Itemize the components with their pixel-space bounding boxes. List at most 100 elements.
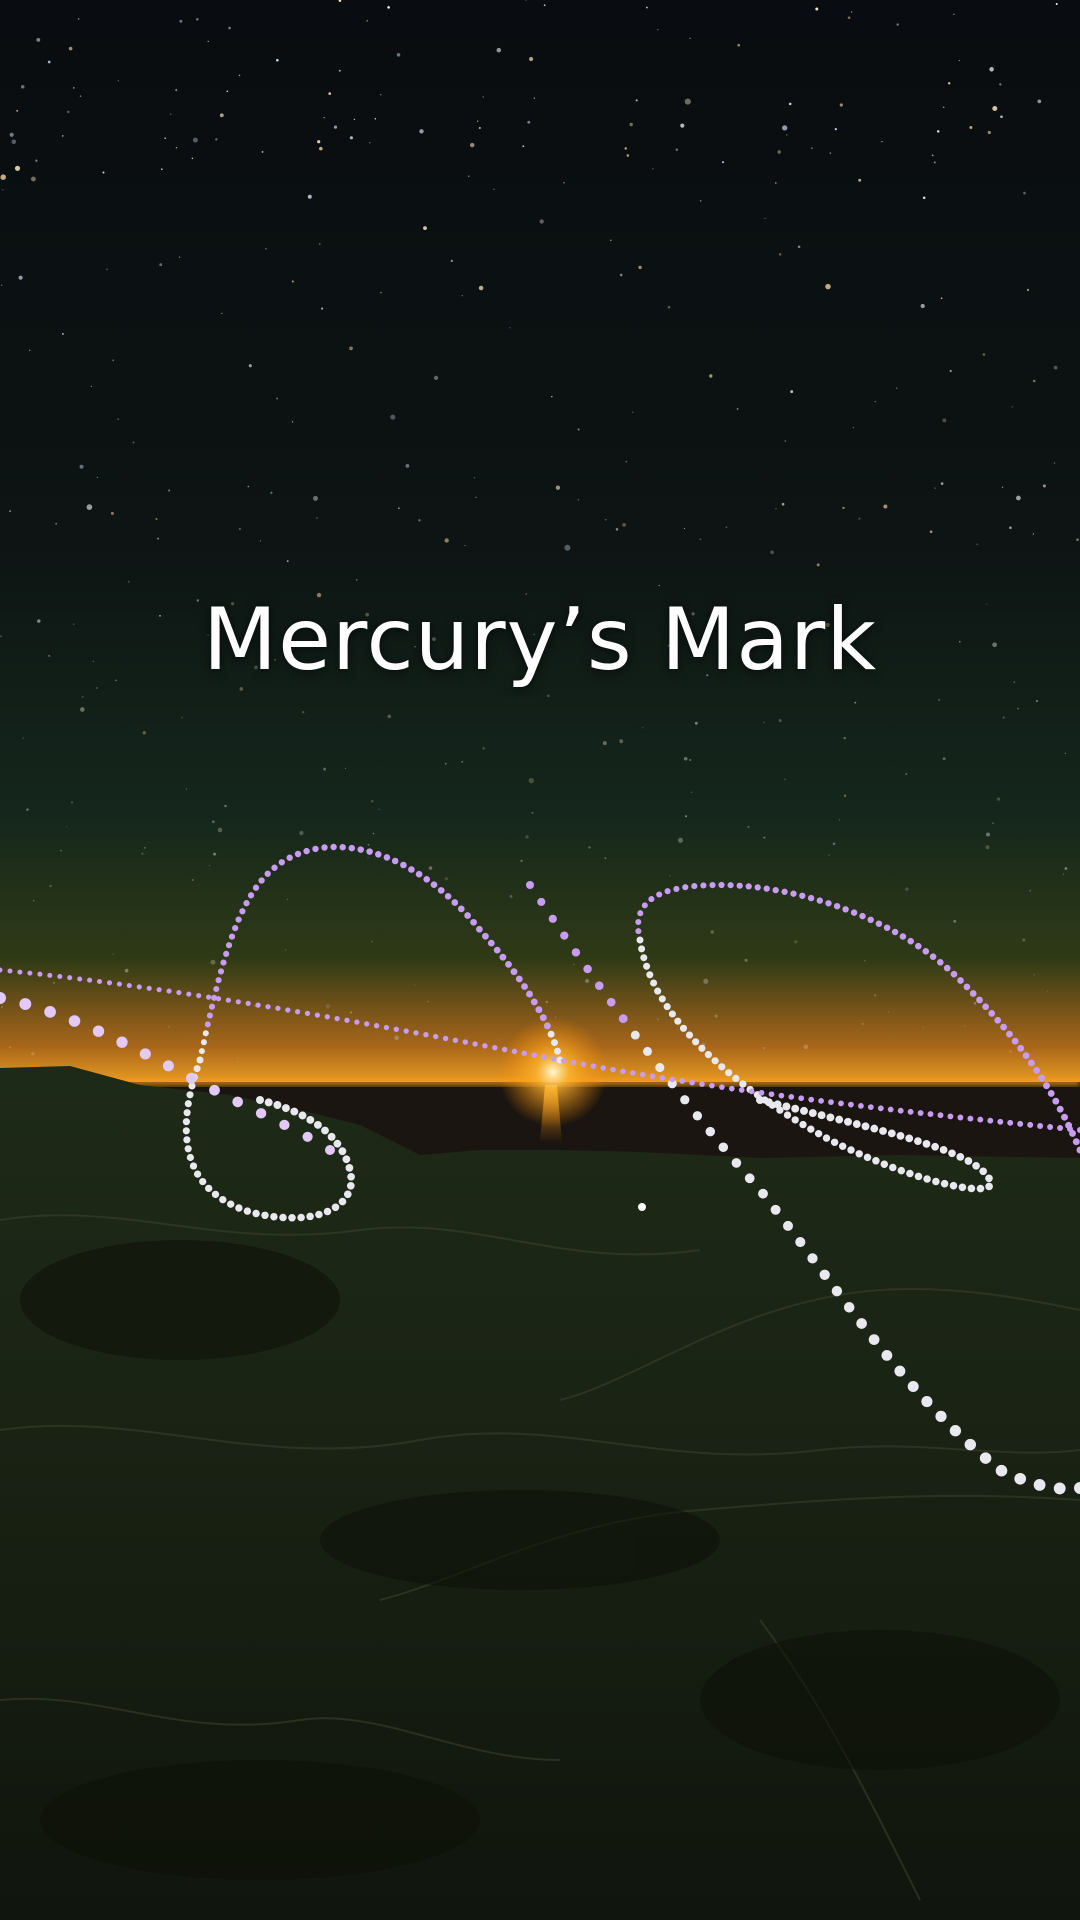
- star: [349, 1011, 353, 1014]
- trail-dot: [580, 1061, 587, 1068]
- trail-dot: [547, 1030, 555, 1038]
- star: [79, 464, 84, 469]
- star: [207, 634, 209, 636]
- star: [1064, 867, 1068, 870]
- trail-dot: [225, 997, 232, 1003]
- trail-dot: [875, 920, 883, 927]
- star: [638, 265, 642, 270]
- trail-dot: [758, 1089, 765, 1096]
- trail-dot: [306, 1212, 314, 1221]
- trail-dot: [1056, 1105, 1064, 1113]
- star: [953, 13, 955, 15]
- trail-dot: [668, 1010, 676, 1018]
- star: [77, 18, 80, 20]
- trail-dot: [526, 881, 534, 889]
- star: [473, 477, 476, 479]
- star: [870, 910, 872, 912]
- trail-dot: [541, 1054, 547, 1060]
- trail-dot: [773, 1100, 782, 1109]
- trail-dot: [595, 981, 604, 990]
- trail-dot: [914, 1137, 922, 1145]
- star: [815, 7, 819, 11]
- star: [26, 808, 29, 811]
- star: [604, 857, 607, 860]
- star: [931, 154, 934, 157]
- trail-dot: [867, 916, 874, 924]
- star: [96, 476, 99, 479]
- trail-dot: [271, 864, 278, 871]
- trail-dot: [235, 916, 242, 923]
- star: [115, 679, 117, 682]
- trail-dot: [669, 1076, 676, 1083]
- star: [905, 887, 909, 891]
- trail-dot: [348, 844, 356, 852]
- trail-dot: [877, 1105, 884, 1112]
- star: [259, 540, 262, 542]
- trail-dot: [1052, 1097, 1060, 1105]
- trail-dot: [294, 1009, 301, 1015]
- trail-dot: [333, 1139, 342, 1148]
- star: [763, 836, 766, 839]
- star: [531, 811, 534, 814]
- star: [394, 1035, 399, 1040]
- star: [365, 612, 370, 617]
- trail-dot: [838, 1142, 847, 1150]
- trail-dot: [791, 1116, 799, 1124]
- trail-dot: [922, 948, 930, 955]
- star: [1042, 484, 1046, 488]
- trail-dot: [732, 1074, 740, 1083]
- star: [478, 285, 484, 291]
- trail-dot: [799, 892, 806, 899]
- star: [770, 550, 774, 555]
- star: [398, 507, 400, 510]
- trail-dot: [554, 1047, 561, 1055]
- star: [525, 0, 527, 1]
- star: [349, 346, 353, 351]
- trail-dot: [87, 977, 93, 983]
- star: [842, 506, 845, 510]
- trail-dot: [1007, 1119, 1014, 1126]
- venus-analemma-lower: [636, 936, 993, 1193]
- trail-dot: [698, 1044, 706, 1052]
- star: [690, 791, 693, 793]
- star: [265, 247, 267, 250]
- star: [291, 421, 294, 423]
- star: [832, 842, 836, 846]
- trail-dot: [499, 953, 507, 961]
- trail-dot: [705, 1126, 716, 1137]
- trail-dot: [265, 1004, 271, 1010]
- trail-dot: [894, 1365, 906, 1377]
- star: [318, 243, 321, 245]
- star: [321, 307, 324, 310]
- star: [790, 390, 794, 394]
- trail-dot: [1033, 1479, 1046, 1491]
- trail-dot: [211, 994, 218, 1001]
- trail-dot: [219, 1196, 227, 1204]
- trail-dot: [1053, 1482, 1066, 1495]
- star: [1032, 379, 1036, 383]
- star: [61, 135, 64, 137]
- trail-dot: [807, 1253, 818, 1264]
- star: [316, 517, 318, 519]
- star: [947, 82, 951, 85]
- trail-dot: [985, 1174, 993, 1183]
- trail-dot: [415, 870, 423, 878]
- trail-dot: [106, 980, 113, 986]
- trail-dot: [738, 1087, 745, 1093]
- star: [1053, 365, 1058, 370]
- trail-dot: [727, 882, 734, 889]
- trail-dot: [1038, 1074, 1046, 1082]
- trail-dot: [997, 1118, 1004, 1125]
- trail-dot: [763, 885, 770, 892]
- star: [461, 295, 463, 297]
- mercury-analemma-lower: [182, 1056, 355, 1222]
- trail-dot: [297, 1213, 305, 1222]
- trail-dot: [1017, 1120, 1024, 1127]
- trail-dot: [748, 1088, 755, 1095]
- trail-dot: [255, 1002, 261, 1008]
- trail-dot: [817, 1111, 826, 1120]
- trail-dot: [600, 1065, 606, 1071]
- star: [132, 441, 135, 444]
- trail-dot: [844, 1117, 852, 1126]
- trail-dot: [213, 985, 220, 993]
